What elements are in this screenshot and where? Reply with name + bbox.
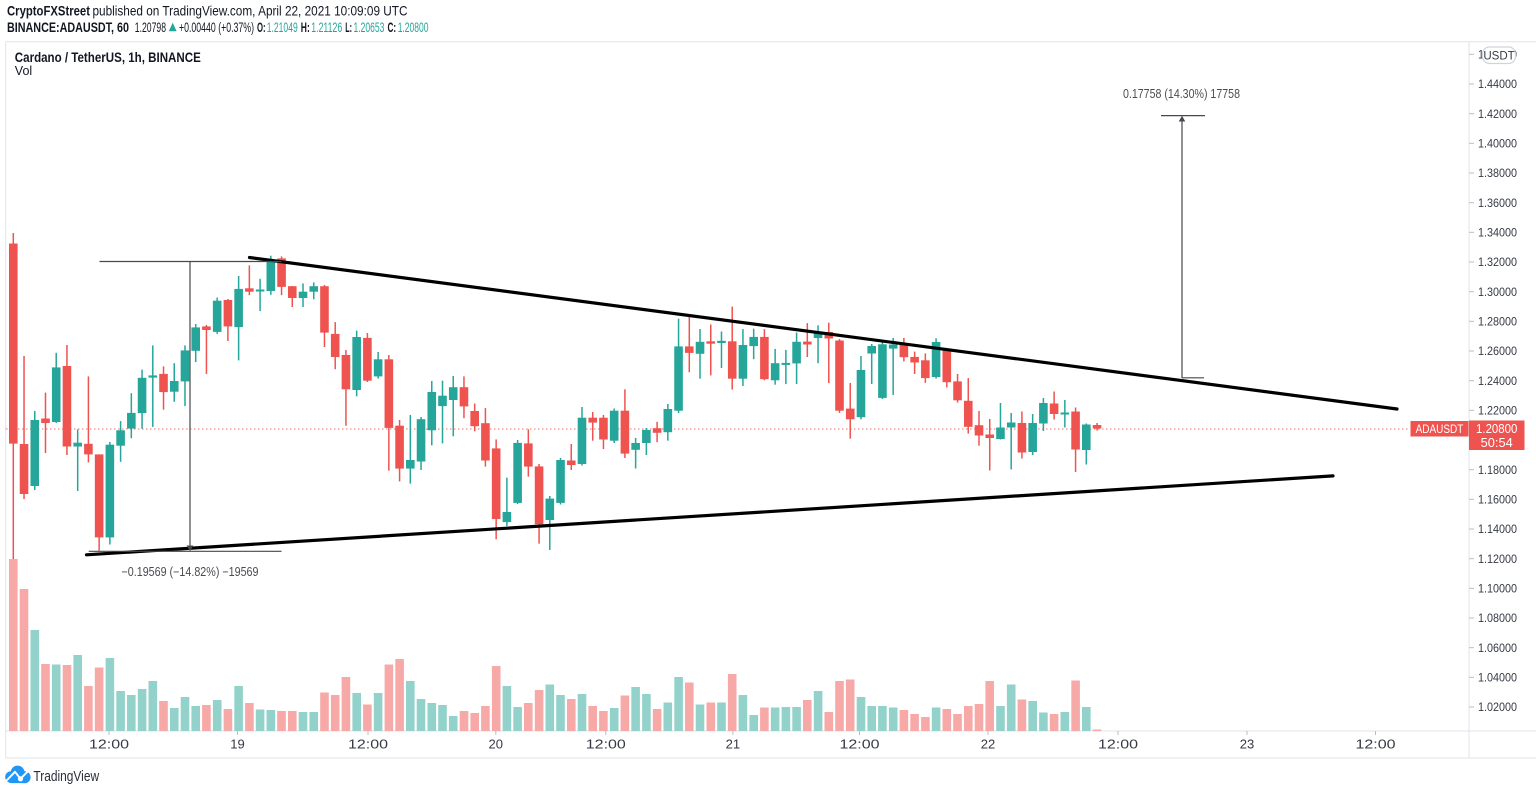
svg-text:1.16000: 1.16000 xyxy=(1478,493,1517,507)
svg-text:1.42000: 1.42000 xyxy=(1478,107,1517,121)
svg-text:12:00: 12:00 xyxy=(1356,738,1396,752)
svg-text:50:54: 50:54 xyxy=(1481,435,1513,450)
svg-text:1.12000: 1.12000 xyxy=(1478,552,1517,566)
svg-text:1.38000: 1.38000 xyxy=(1478,166,1517,180)
svg-text:12:00: 12:00 xyxy=(1098,738,1138,752)
svg-text:0.17758 (14.30%) 17758: 0.17758 (14.30%) 17758 xyxy=(1123,87,1240,101)
svg-text:ADAUSDT: ADAUSDT xyxy=(1416,424,1464,436)
svg-text:CryptoFXStreet: CryptoFXStreet xyxy=(7,2,90,18)
svg-text:1.28000: 1.28000 xyxy=(1478,315,1517,329)
svg-text:USDT: USDT xyxy=(1483,50,1514,62)
svg-text:1.10000: 1.10000 xyxy=(1478,582,1517,596)
svg-text:1.20800: 1.20800 xyxy=(398,19,429,35)
svg-text:1.06000: 1.06000 xyxy=(1478,641,1517,655)
svg-text:1.40000: 1.40000 xyxy=(1478,137,1517,151)
svg-text:1.26000: 1.26000 xyxy=(1478,344,1517,358)
svg-text:1.44000: 1.44000 xyxy=(1478,77,1517,91)
svg-text:published on TradingView.com,: published on TradingView.com, April 22, … xyxy=(93,2,408,18)
svg-text:1.21126: 1.21126 xyxy=(311,19,342,35)
svg-text:1.24000: 1.24000 xyxy=(1478,374,1517,388)
svg-text:1.22000: 1.22000 xyxy=(1478,404,1517,418)
svg-text:1.20798: 1.20798 xyxy=(135,19,166,35)
svg-text:C:: C: xyxy=(388,19,397,35)
svg-text:12:00: 12:00 xyxy=(89,738,129,752)
svg-text:20: 20 xyxy=(489,738,504,752)
svg-text:1.20653: 1.20653 xyxy=(354,19,385,35)
svg-text:1.02000: 1.02000 xyxy=(1478,700,1517,714)
svg-text:+0.00440 (+0.37%): +0.00440 (+0.37%) xyxy=(179,19,254,35)
svg-text:−0.19569 (−14.82%) −19569: −0.19569 (−14.82%) −19569 xyxy=(122,565,259,579)
svg-text:22: 22 xyxy=(981,738,996,752)
svg-text:1.18000: 1.18000 xyxy=(1478,463,1517,477)
svg-text:1.20800: 1.20800 xyxy=(1476,421,1517,436)
svg-text:12:00: 12:00 xyxy=(586,738,626,752)
svg-text:1.04000: 1.04000 xyxy=(1478,671,1517,685)
svg-text:Cardano / TetherUS, 1h, BINANC: Cardano / TetherUS, 1h, BINANCE xyxy=(15,50,201,65)
svg-text:H:: H: xyxy=(301,19,310,35)
svg-text:BINANCE:ADAUSDT, 60: BINANCE:ADAUSDT, 60 xyxy=(7,19,129,35)
svg-text:1.36000: 1.36000 xyxy=(1478,196,1517,210)
svg-text:1.30000: 1.30000 xyxy=(1478,285,1517,299)
svg-text:1.08000: 1.08000 xyxy=(1478,611,1517,625)
svg-text:TradingView: TradingView xyxy=(33,769,99,785)
svg-text:23: 23 xyxy=(1240,738,1255,752)
svg-text:21: 21 xyxy=(726,738,741,752)
svg-text:12:00: 12:00 xyxy=(348,738,388,752)
svg-text:Vol: Vol xyxy=(15,64,32,78)
svg-text:19: 19 xyxy=(230,738,245,752)
svg-text:O:: O: xyxy=(257,19,266,35)
svg-text:1.32000: 1.32000 xyxy=(1478,255,1517,269)
svg-text:12:00: 12:00 xyxy=(840,738,880,752)
svg-text:L:: L: xyxy=(345,19,352,35)
svg-text:1.21049: 1.21049 xyxy=(267,19,298,35)
svg-text:1.14000: 1.14000 xyxy=(1478,522,1517,536)
svg-text:1.34000: 1.34000 xyxy=(1478,226,1517,240)
